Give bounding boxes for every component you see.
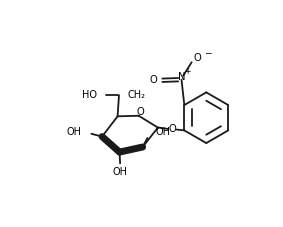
- Text: O: O: [149, 75, 157, 85]
- Text: N: N: [178, 72, 185, 82]
- Text: OH: OH: [67, 127, 82, 137]
- Text: OH: OH: [156, 127, 171, 137]
- Text: +: +: [185, 67, 191, 76]
- Text: HO: HO: [82, 90, 97, 100]
- Text: −: −: [204, 48, 212, 57]
- Text: O: O: [169, 124, 176, 134]
- Text: O: O: [136, 106, 144, 116]
- Text: O: O: [194, 53, 202, 63]
- Text: CH₂: CH₂: [128, 90, 146, 100]
- Text: OH: OH: [113, 167, 128, 177]
